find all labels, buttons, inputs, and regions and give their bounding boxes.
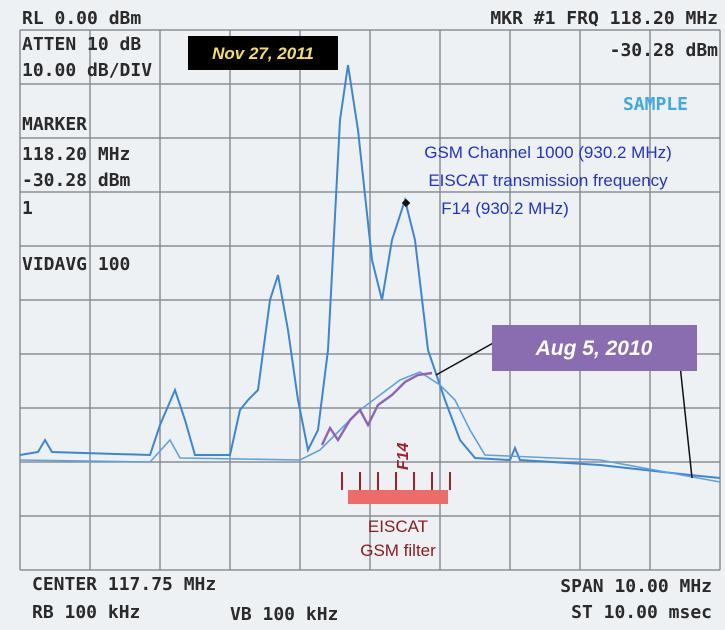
video-bandwidth: VB 100 kHz	[230, 604, 338, 625]
gsm-note: GSM Channel 1000 (930.2 MHz)	[424, 143, 672, 162]
marker-frequency: MKR #1 FRQ 118.20 MHz	[490, 8, 718, 29]
filter-label: GSM filter	[360, 541, 436, 560]
marker-level: -30.28 dBm	[610, 40, 719, 61]
date-new: Nov 27, 2011	[212, 44, 314, 63]
date-old: Aug 5, 2010	[535, 337, 653, 360]
date-new-box	[188, 36, 338, 70]
marker-number: 1	[22, 198, 33, 219]
marker-title: MARKER	[22, 114, 87, 135]
trace-new	[19, 64, 721, 479]
video-average: VIDAVG 100	[22, 254, 130, 275]
pointer-old-2	[679, 364, 693, 479]
resolution-bandwidth: RB 100 kHz	[32, 602, 140, 623]
filter-bar	[348, 490, 448, 504]
ref-level: RL 0.00 dBm	[22, 8, 141, 29]
detector-mode: SAMPLE	[623, 94, 688, 115]
attenuation: ATTEN 10 dB	[22, 34, 141, 55]
f14-label: F14	[395, 442, 412, 470]
gsm-note: F14 (930.2 MHz)	[441, 199, 569, 218]
trace-old	[19, 371, 721, 483]
span: SPAN 10.00 MHz	[560, 576, 712, 597]
scale: 10.00 dB/DIV	[22, 60, 152, 81]
trace-purple	[320, 371, 433, 446]
filter-label: EISCAT	[368, 517, 428, 536]
pointer-old	[435, 341, 496, 376]
filter-mark	[341, 472, 451, 490]
marker-point	[401, 198, 411, 208]
date-old-box	[492, 325, 697, 371]
grid	[19, 29, 721, 571]
sweep-time: ST 10.00 msec	[571, 602, 712, 623]
gsm-note: EISCAT transmission frequency	[428, 171, 668, 190]
center-frequency: CENTER 117.75 MHz	[32, 574, 216, 595]
marker-freq: 118.20 MHz	[22, 144, 130, 165]
marker-amp: -30.28 dBm	[22, 170, 131, 191]
